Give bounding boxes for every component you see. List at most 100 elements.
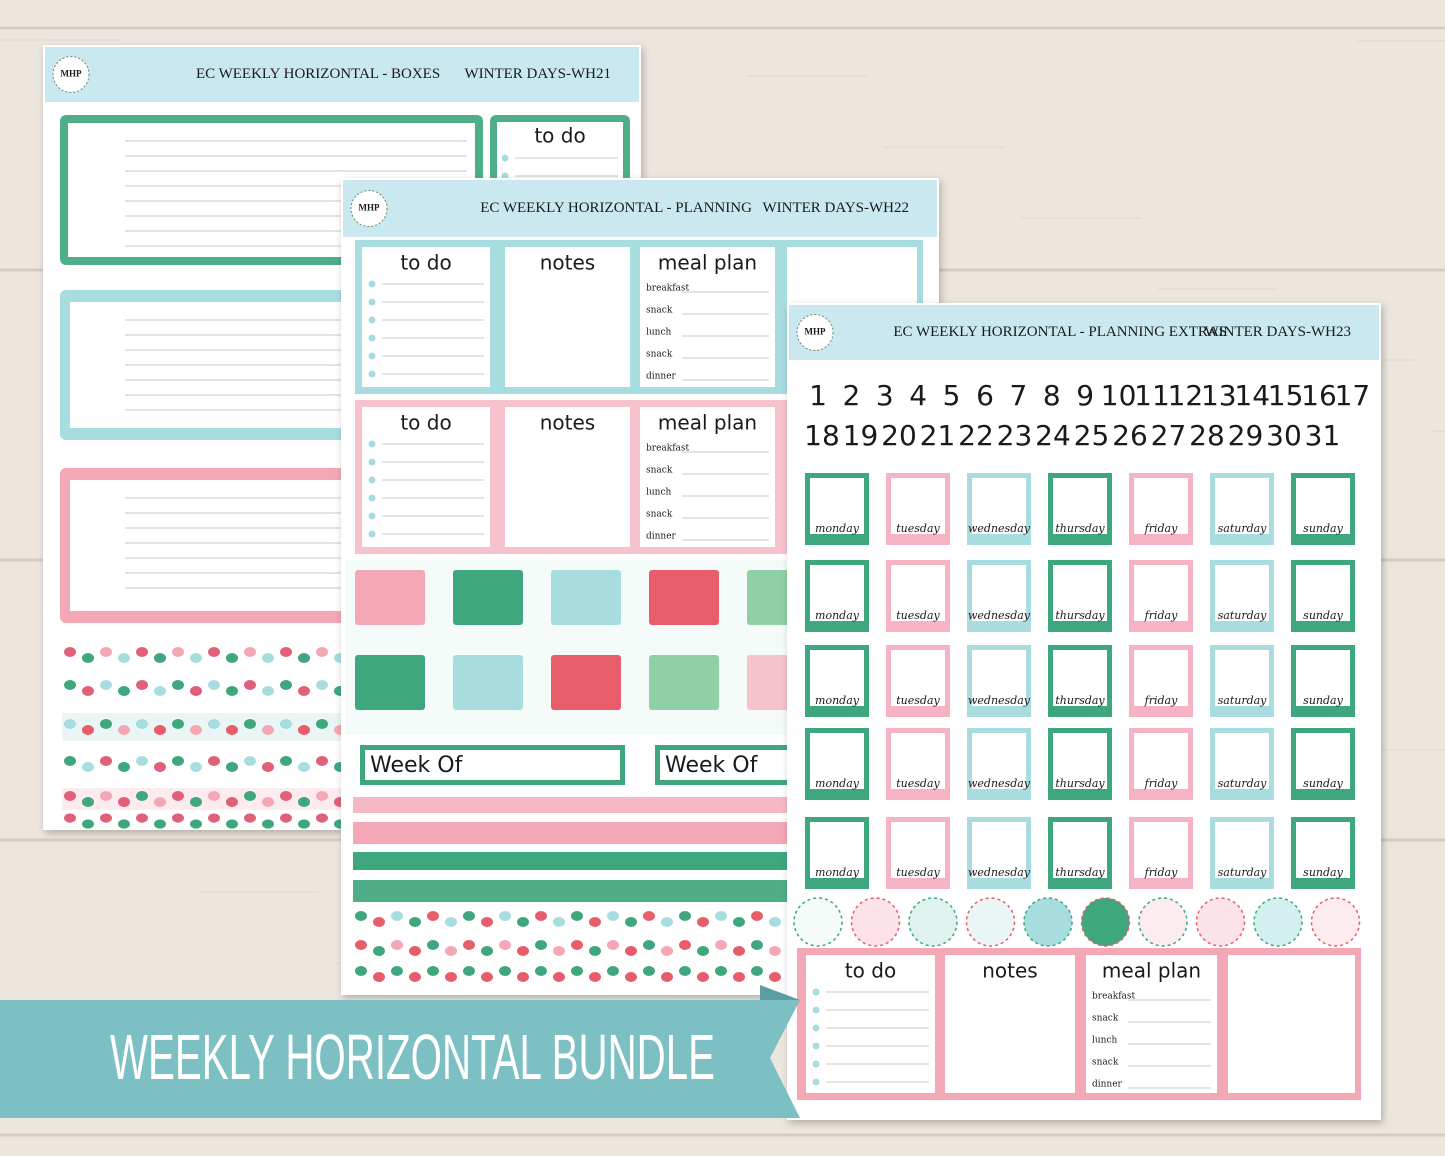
- pattern-shape: [679, 940, 691, 950]
- logo-badge: [796, 314, 834, 351]
- pattern-shape: [136, 791, 148, 801]
- gift: [551, 570, 621, 625]
- weekday-label: monday: [815, 866, 860, 879]
- meal-label: dinner: [646, 532, 677, 542]
- pattern-shape: [316, 647, 328, 657]
- pattern-shape: [280, 791, 292, 801]
- pattern-shape: [262, 797, 274, 807]
- pattern-shape: [118, 686, 130, 696]
- meal-label: dinner: [1092, 1080, 1123, 1090]
- pattern-shape: [172, 680, 184, 690]
- round-sticker: [1080, 897, 1131, 947]
- pattern-shape: [427, 911, 439, 921]
- bullet-dot: [368, 352, 376, 360]
- weekday-box-inner: [1134, 650, 1188, 706]
- date-number: 16: [1301, 379, 1337, 412]
- pattern-shape: [226, 819, 238, 829]
- bullet-dot: [368, 280, 376, 288]
- pattern-shape: [373, 972, 385, 982]
- pattern-shape: [244, 719, 256, 729]
- planner-box: [1086, 955, 1217, 1093]
- planner-box: [505, 247, 630, 387]
- pattern-shape: [226, 797, 238, 807]
- pattern-shape: [481, 917, 493, 927]
- weekday-box-inner: [891, 733, 945, 789]
- pattern-shape: [208, 756, 220, 766]
- meal-label: snack: [646, 466, 673, 476]
- round-sticker: [965, 897, 1016, 947]
- pattern-shape: [118, 819, 130, 829]
- meal-label: snack: [646, 510, 673, 520]
- pattern-shape: [535, 940, 547, 950]
- pattern-shape: [571, 911, 583, 921]
- weekday-box-inner: [1215, 650, 1269, 706]
- date-number: 5: [943, 379, 961, 412]
- pattern-shape: [82, 725, 94, 735]
- planner-box: [640, 407, 775, 547]
- weekday-label: tuesday: [896, 522, 940, 535]
- meal-label: lunch: [646, 328, 672, 338]
- weekday-box-inner: [810, 565, 864, 621]
- pattern-shape: [643, 966, 655, 976]
- pattern-shape: [64, 680, 76, 690]
- weekday-box-inner: [810, 822, 864, 878]
- pattern-shape: [100, 791, 112, 801]
- pattern-shape: [733, 917, 745, 927]
- pattern-shape: [208, 719, 220, 729]
- pattern-shape: [427, 966, 439, 976]
- pattern-shape: [571, 940, 583, 950]
- weekday-label: sunday: [1303, 694, 1343, 707]
- weekday-box-inner: [1296, 565, 1350, 621]
- bullet-dot: [368, 458, 376, 466]
- planner-box: [505, 407, 630, 547]
- pattern-shape: [298, 762, 310, 772]
- weekday-box-inner: [810, 733, 864, 789]
- weekday-box-inner: [1296, 650, 1350, 706]
- weekday-box-inner: [972, 565, 1026, 621]
- pattern-shape: [517, 946, 529, 956]
- date-number: 22: [958, 419, 994, 452]
- weekday-box-inner: [1215, 565, 1269, 621]
- pattern-shape: [190, 686, 202, 696]
- pattern-shape: [298, 686, 310, 696]
- round-sticker: [850, 897, 901, 947]
- pattern-shape: [316, 680, 328, 690]
- round-sticker: [1195, 897, 1246, 947]
- pattern-shape: [82, 653, 94, 663]
- pattern-shape: [244, 791, 256, 801]
- pattern-shape: [172, 791, 184, 801]
- pattern-shape: [280, 756, 292, 766]
- pattern-shape: [607, 940, 619, 950]
- pattern-shape: [100, 647, 112, 657]
- pattern-shape: [607, 911, 619, 921]
- pattern-shape: [697, 946, 709, 956]
- banner-fold: [760, 985, 800, 1000]
- weekday-label: sunday: [1303, 522, 1343, 535]
- pattern-shape: [373, 946, 385, 956]
- round-sticker: [1138, 897, 1188, 947]
- pattern-shape: [82, 686, 94, 696]
- sheet-code: WINTER DAYS-WH21: [464, 66, 611, 82]
- pattern-shape: [298, 797, 310, 807]
- weekday-label: friday: [1144, 522, 1178, 535]
- weekday-label: friday: [1144, 694, 1178, 707]
- meal-plan-label: meal plan: [658, 251, 757, 275]
- weekday-box-inner: [1134, 565, 1188, 621]
- planner-box: [945, 955, 1075, 1093]
- todo-label: to do: [400, 251, 451, 275]
- pattern-shape: [154, 797, 166, 807]
- pattern-shape: [355, 940, 367, 950]
- pattern-shape: [643, 911, 655, 921]
- pattern-shape: [445, 972, 457, 982]
- pattern-shape: [280, 647, 292, 657]
- date-number: 28: [1189, 419, 1225, 452]
- date-number: 15: [1268, 379, 1304, 412]
- date-number: 7: [1009, 379, 1027, 412]
- meal-label: breakfast: [646, 444, 690, 454]
- pattern-shape: [244, 756, 256, 766]
- weekday-label: thursday: [1055, 777, 1105, 790]
- pattern-shape: [499, 966, 511, 976]
- pattern-shape: [481, 946, 493, 956]
- bullet-dot: [812, 1060, 820, 1068]
- gift: [649, 655, 719, 710]
